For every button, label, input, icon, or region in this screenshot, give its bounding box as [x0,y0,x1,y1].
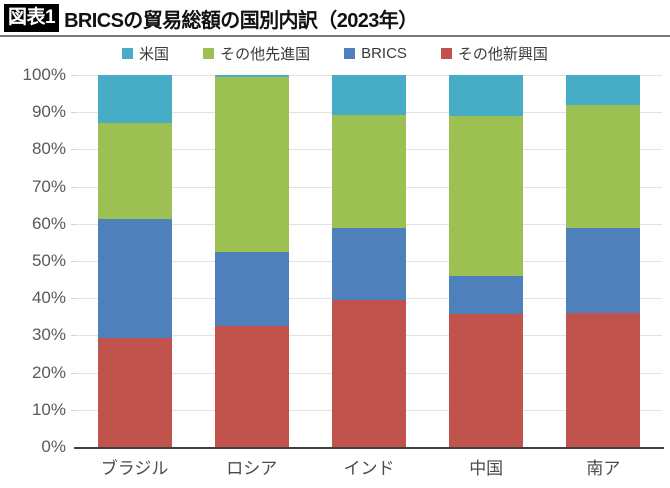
chart-legend: 米国 その他先進国 BRICS その他新興国 [0,41,670,65]
y-axis-tick-mark [71,149,76,150]
bar-segment [97,75,172,123]
figure-number-badge: 図表1 [4,4,60,32]
legend-item-label: BRICS [361,44,407,62]
bar-segment [214,75,289,77]
page-title: BRICSの貿易総額の国別内訳（2023年） [64,9,418,32]
plot-area [71,75,664,449]
y-axis-tick-label: 90% [31,102,66,122]
bar-segment [566,313,641,447]
legend-swatch-icon [344,47,356,59]
bar-segment [97,219,172,339]
bar-segment [332,227,406,301]
bar-segment [566,227,641,314]
bar-segment [449,75,524,116]
legend-item: その他新興国 [440,43,548,64]
bar-group [332,75,406,447]
y-axis-tick-label: 70% [31,176,66,196]
legend-item-label: その他新興国 [457,45,548,63]
x-axis-tick-label: ブラジル [100,459,169,478]
y-axis-labels: 0% 10% 20% 30% 40% 50% 60% 70% 80% 90% 100% [0,65,72,456]
x-axis-tick-label: 中国 [469,459,504,478]
bar-segment [214,325,289,447]
x-axis-tick-label: 南ア [586,459,621,478]
bar-segment [449,115,524,276]
legend-swatch-icon [440,47,452,59]
chart-title-row: 図表1 BRICSの貿易総額の国別内訳（2023年） [4,3,418,33]
y-axis-tick-label: 30% [31,325,66,345]
bar-group [566,75,641,447]
y-axis-tick-mark [71,373,76,374]
y-axis-tick-mark [71,75,76,76]
y-axis-tick-label: 40% [31,288,66,308]
legend-swatch-icon [122,47,134,59]
y-axis-tick-mark [71,187,76,188]
x-axis-labels: ブラジル ロシア インド 中国 南ア [76,452,662,482]
y-axis-tick-label: 10% [31,399,66,419]
y-axis-tick-label: 80% [31,139,66,159]
legend-item-label: その他先進国 [220,45,311,63]
legend-item: 米国 [122,43,169,64]
y-axis-tick-mark [71,261,76,262]
bar-segment [332,115,406,228]
bar-series-container [76,75,662,447]
y-axis-tick-label: 50% [31,251,66,270]
x-axis-tick-label: ロシア [226,459,278,478]
bar-group [449,75,524,447]
bar-segment [97,123,172,220]
y-axis-tick-mark [71,298,76,299]
legend-swatch-icon [203,47,215,59]
x-axis-line [74,447,664,449]
y-axis-tick-mark [71,112,76,113]
bar-segment [214,76,289,252]
legend-item: BRICS [344,45,407,62]
legend-item: その他先進国 [203,43,310,64]
x-axis-tick-label: インド [343,459,395,478]
y-axis-tick-label: 60% [31,213,66,233]
bar-segment [449,314,524,447]
bar-segment [97,338,172,447]
bar-segment [449,275,524,315]
bar-segment [566,75,641,105]
bar-group [214,75,289,447]
bar-segment [566,104,641,228]
bar-group [97,75,172,447]
bar-segment [332,300,406,447]
y-axis-tick-label: 100% [22,65,66,84]
y-axis-tick-label: 20% [31,362,66,382]
y-axis-tick-mark [71,335,76,336]
y-axis-tick-mark [71,224,76,225]
bar-segment [214,251,289,326]
y-axis-tick-mark [71,410,76,411]
bar-segment [332,75,406,116]
title-divider [0,35,670,37]
y-axis-tick-label: 0% [41,437,66,456]
legend-item-label: 米国 [139,45,170,63]
